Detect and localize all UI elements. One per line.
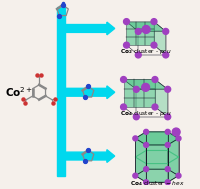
Polygon shape	[168, 132, 179, 176]
FancyArrow shape	[61, 86, 115, 99]
Polygon shape	[124, 80, 168, 89]
Polygon shape	[135, 169, 179, 182]
Circle shape	[135, 52, 141, 58]
Circle shape	[163, 29, 169, 34]
Circle shape	[152, 104, 158, 110]
Circle shape	[144, 167, 149, 172]
Circle shape	[144, 129, 149, 134]
Polygon shape	[155, 80, 168, 117]
Circle shape	[165, 167, 170, 172]
Circle shape	[142, 83, 150, 91]
Polygon shape	[154, 22, 166, 55]
Polygon shape	[126, 22, 154, 45]
Text: $\mathbf{Co_4}$ cluster $-$ $\mathit{hex}$: $\mathbf{Co_4}$ cluster $-$ $\mathit{hex…	[130, 179, 184, 187]
Circle shape	[144, 143, 149, 147]
Polygon shape	[135, 132, 179, 145]
Circle shape	[133, 114, 139, 120]
Text: $\mathbf{Co_4}$ cluster - $\mathit{pcu}$: $\mathbf{Co_4}$ cluster - $\mathit{pcu}$	[120, 109, 171, 118]
Polygon shape	[146, 145, 168, 182]
Circle shape	[176, 136, 181, 141]
Polygon shape	[168, 138, 179, 182]
Polygon shape	[146, 132, 168, 169]
Circle shape	[121, 104, 126, 110]
Circle shape	[142, 26, 150, 33]
Circle shape	[133, 86, 139, 92]
Circle shape	[165, 114, 171, 120]
Circle shape	[151, 19, 157, 25]
Text: $\mathbf{Co_2}$ cluster - $\mathit{pcu}$: $\mathbf{Co_2}$ cluster - $\mathit{pcu}$	[120, 47, 172, 56]
Circle shape	[124, 19, 129, 25]
Circle shape	[165, 180, 170, 185]
Circle shape	[165, 86, 171, 92]
Circle shape	[172, 128, 180, 136]
FancyArrow shape	[61, 22, 115, 35]
Circle shape	[152, 77, 158, 82]
Circle shape	[163, 52, 169, 58]
FancyArrow shape	[57, 7, 65, 176]
Polygon shape	[126, 22, 166, 31]
Circle shape	[144, 180, 149, 185]
Circle shape	[124, 42, 129, 48]
Circle shape	[165, 143, 170, 147]
Circle shape	[133, 136, 138, 141]
Polygon shape	[135, 132, 146, 176]
Polygon shape	[135, 138, 146, 182]
FancyArrow shape	[61, 150, 115, 162]
Polygon shape	[124, 80, 155, 107]
Text: $\mathbf{Co}^{2+}$: $\mathbf{Co}^{2+}$	[5, 85, 33, 99]
Circle shape	[133, 173, 138, 178]
Circle shape	[165, 129, 170, 134]
Circle shape	[176, 173, 181, 178]
Circle shape	[135, 29, 141, 34]
Circle shape	[121, 77, 126, 82]
Circle shape	[151, 42, 157, 48]
